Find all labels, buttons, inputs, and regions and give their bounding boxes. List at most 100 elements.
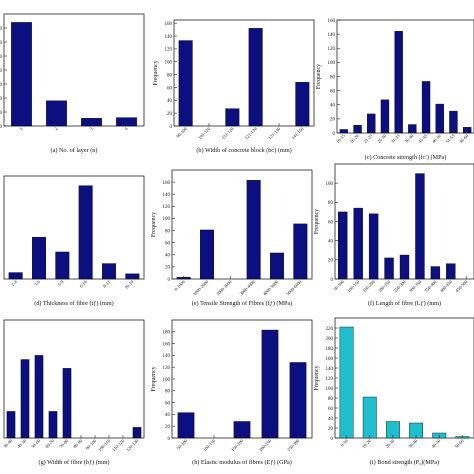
bar [384, 257, 394, 280]
y-tick-label: 160 [165, 22, 173, 27]
x-tick-label: 51-55 [445, 133, 456, 144]
x-tick-label: 20-30 [384, 438, 395, 449]
x-tick-label: 100-110 [97, 438, 112, 453]
y-tick-label: 160 [328, 19, 336, 24]
y-tick-label: 20 [328, 427, 334, 432]
y-tick-label: 0 [170, 125, 173, 130]
x-tick-label: 1 [19, 126, 24, 131]
x-tick-label: 300-350 [408, 279, 423, 294]
y-tick-label: 100 [163, 217, 171, 222]
x-tick-label: 46-50 [431, 133, 442, 144]
y-tick-label: 20 [0, 111, 3, 116]
chart-panel-i: 0 20 40 60 80 100 120 140 160 180 200 220 Frequency 0… [314, 317, 474, 466]
x-tick-label: 3000-4000 [239, 279, 257, 297]
bar [200, 229, 214, 280]
bar [48, 411, 58, 439]
x-tick-label: 200-250 [258, 438, 273, 453]
y-tick-label: 60 [330, 89, 336, 94]
y-axis-label: Frequency [153, 60, 159, 85]
plot-frame [171, 169, 313, 280]
bar [368, 213, 379, 280]
bar [46, 100, 67, 127]
bar [6, 411, 16, 439]
y-tick-label: 0 [0, 125, 3, 130]
y-tick-label: 60 [165, 241, 171, 246]
bar [20, 359, 30, 439]
y-tick-label: 40 [167, 99, 173, 104]
y-tick-label: 120 [326, 377, 334, 382]
x-tick-label: 16-20 [349, 133, 360, 144]
x-tick-label: 0-10 [339, 438, 349, 448]
plot-frame [3, 175, 145, 280]
y-tick-label: 80 [328, 201, 334, 206]
y-tick-label: 80 [328, 397, 334, 402]
bar [362, 396, 377, 439]
bar [353, 207, 363, 280]
bar [248, 28, 263, 127]
bar [62, 368, 72, 439]
x-tick-label: 4000-5000 [262, 279, 280, 297]
y-tick-label: 100 [326, 387, 334, 392]
y-tick-label: 200 [326, 337, 334, 342]
bar [34, 355, 44, 439]
y-tick-label: 20 [167, 112, 173, 117]
y-tick-label: 140 [165, 35, 173, 40]
y-tick-label: 120 [165, 48, 173, 53]
x-tick-label: 450-500 [454, 279, 469, 294]
x-tick-label: 100-150 [202, 438, 217, 453]
x-tick-label: 250-300 [286, 438, 301, 453]
y-tick-label: 120 [328, 47, 336, 52]
bar [78, 185, 93, 280]
chart-panel-b: 0 20 40 60 80 100 120 140 160 Frequency 90-100 101-… [153, 19, 315, 154]
panel-caption: (f) Length of fibre (Lƒ) (mm) [368, 300, 441, 307]
y-tick-label: 80 [165, 229, 171, 234]
y-tick-label: 100 [163, 378, 171, 383]
bar [270, 252, 284, 280]
y-tick-label: 100 [0, 55, 3, 60]
x-tick-label: 21-25 [362, 133, 373, 144]
bar [338, 211, 348, 280]
x-tick-label: 141-150 [290, 126, 305, 141]
y-tick-label: 0 [168, 437, 171, 442]
x-tick-label: 120-130 [125, 438, 140, 453]
bar [399, 254, 410, 280]
y-tick-label: 220 [326, 327, 334, 332]
x-tick-label: 30-40 [2, 438, 13, 449]
y-tick-label: 140 [326, 367, 334, 372]
bar [261, 329, 279, 439]
x-tick-label: 200-250 [377, 279, 392, 294]
x-tick-label: 5-8 [57, 279, 65, 287]
chart-panel-f: 0 20 40 60 80 100 Frequency 50-100 100-150 150-20… [314, 163, 474, 307]
y-tick-label: 20 [330, 118, 336, 123]
bar [177, 412, 195, 439]
x-tick-label: 131-140 [267, 126, 282, 141]
panel-caption: (i) Bond strength (Pᵤ)(MPa) [370, 459, 439, 466]
bar [178, 40, 193, 127]
x-tick-label: 150-200 [362, 279, 377, 294]
panel-caption: (a) No. of layer (n) [51, 147, 98, 154]
x-tick-label: 80-90 [72, 438, 83, 449]
y-tick-label: 60 [165, 401, 171, 406]
x-tick-label: 90-100 [85, 438, 98, 451]
x-tick-label: 100-150 [346, 279, 361, 294]
y-tick-label: 120 [0, 41, 3, 46]
x-tick-label: 50-100 [176, 438, 189, 451]
y-axis-label: Frequency [314, 209, 320, 234]
panel-caption: (c) Concrete strength (fᴄ′) (MPa) [365, 154, 447, 161]
panel-caption: (h) Elastic modulus of fibres (Eƒ) (GPa) [192, 459, 292, 466]
bar [293, 223, 308, 280]
x-tick-label: 50-100 [332, 279, 345, 292]
bar [55, 251, 70, 280]
y-tick-label: 60 [167, 86, 173, 91]
x-tick-label: 70-80 [58, 438, 69, 449]
plot-frame [173, 19, 315, 127]
y-tick-label: 80 [330, 75, 336, 80]
chart-panel-a: 0 20 40 60 80 100 120 140 1 2 3 4 (a) No. of layer (… [0, 13, 145, 154]
y-tick-label: 20 [165, 425, 171, 430]
y-tick-label: 60 [328, 407, 334, 412]
x-tick-label: 26-30 [376, 133, 387, 144]
x-tick-label: 2000-3000 [215, 279, 233, 297]
chart-panel-d: 2-4 3-6 5-8 6-10 8-12 10-14 (d) Thickness of f… [3, 175, 145, 307]
x-tick-label: 2 [54, 126, 59, 131]
y-tick-label: 100 [326, 182, 334, 187]
